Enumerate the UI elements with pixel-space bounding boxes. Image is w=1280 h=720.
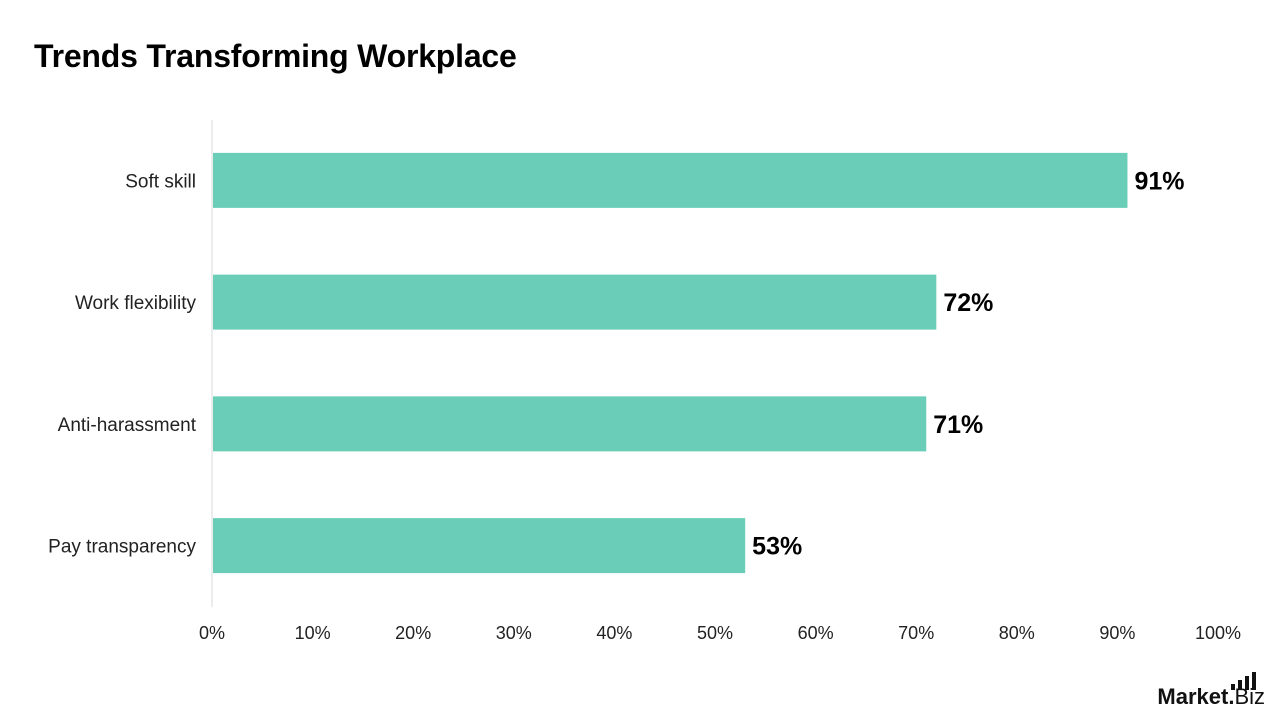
bars-group: [213, 152, 1128, 574]
brand-logo-suffix: Biz: [1234, 684, 1265, 709]
brand-logo-word: Market: [1157, 684, 1229, 709]
x-tick-label: 40%: [596, 623, 632, 643]
data-label: 53%: [752, 533, 802, 561]
category-label: Work flexibility: [75, 293, 197, 314]
brand-logo-bars-icon: [1231, 672, 1256, 690]
data-label: 91%: [1134, 167, 1184, 195]
bar-work-flexibility: [213, 274, 937, 330]
data-labels-group: 91% 72% 71% 53%: [752, 167, 1184, 560]
x-tick-label: 0%: [199, 623, 225, 643]
x-tick-label: 60%: [798, 623, 834, 643]
x-tick-labels-group: 0% 10% 20% 30% 40% 50% 60% 70% 80% 90% 100%: [199, 623, 1241, 643]
category-labels-group: Soft skill Work flexibility Anti-harassmen…: [48, 171, 197, 557]
category-label: Pay transparency: [48, 537, 196, 558]
x-tick-label: 70%: [898, 623, 934, 643]
chart-title: Trends Transforming Workplace: [34, 38, 517, 74]
bar-anti-harassment: [213, 396, 927, 452]
x-tick-label: 10%: [295, 623, 331, 643]
category-label: Soft skill: [125, 171, 196, 192]
x-tick-label: 100%: [1195, 623, 1241, 643]
x-tick-label: 80%: [999, 623, 1035, 643]
category-label: Anti-harassment: [58, 415, 197, 436]
x-tick-label: 90%: [1099, 623, 1135, 643]
brand-logo: Market.Biz: [1157, 668, 1265, 708]
x-tick-label: 50%: [697, 623, 733, 643]
brand-logo-text: Market.Biz: [1157, 686, 1265, 708]
x-tick-label: 20%: [395, 623, 431, 643]
brand-logo-dot: .: [1228, 684, 1235, 709]
data-label: 71%: [933, 411, 983, 439]
bar-pay-transparency: [213, 518, 746, 574]
x-tick-label: 30%: [496, 623, 532, 643]
bar-soft-skill: [213, 152, 1128, 208]
data-label: 72%: [943, 289, 993, 317]
